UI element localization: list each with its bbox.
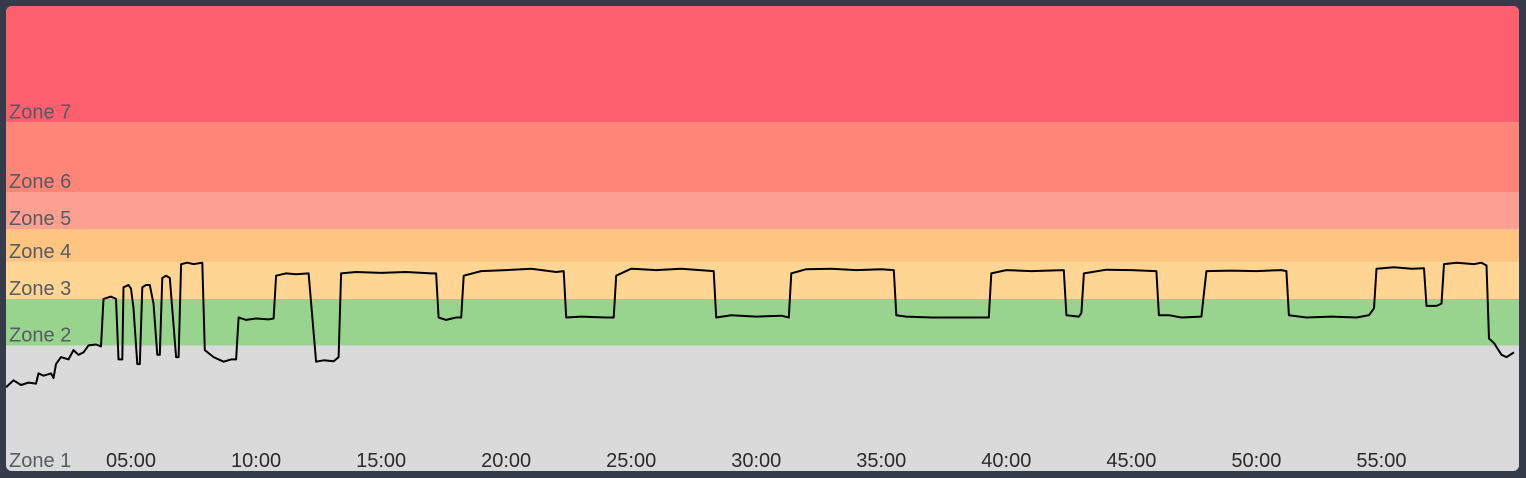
zone-label-2: Zone 2 bbox=[9, 324, 71, 346]
x-tick-label: 10:00 bbox=[231, 450, 281, 471]
x-tick-label: 25:00 bbox=[606, 450, 656, 471]
x-tick-label: 20:00 bbox=[481, 450, 531, 471]
x-tick-label: 55:00 bbox=[1356, 450, 1406, 471]
x-tick-label: 50:00 bbox=[1231, 450, 1281, 471]
zone-band-6 bbox=[6, 122, 1519, 192]
zone-label-1: Zone 1 bbox=[9, 450, 71, 471]
zone-band-4 bbox=[6, 229, 1519, 262]
x-axis: 05:00 10:00 15:00 20:00 25:00 30:00 35:00 40:00… bbox=[106, 450, 1406, 471]
zone-band-3 bbox=[6, 261, 1519, 299]
x-tick-label: 05:00 bbox=[106, 450, 156, 471]
x-tick-label: 30:00 bbox=[731, 450, 781, 471]
zone-label-6: Zone 6 bbox=[9, 171, 71, 193]
series-line-intensity bbox=[6, 261, 1515, 389]
zone-band-5 bbox=[6, 192, 1519, 230]
chart-container: Zone 1 Zone 2 Zone 3 Zone 4 Zone 5 Zone 6 Zone… bbox=[6, 6, 1519, 471]
zone-label-3: Zone 3 bbox=[9, 278, 71, 300]
zone-labels: Zone 1 Zone 2 Zone 3 Zone 4 Zone 5 Zone 6 Zone… bbox=[9, 101, 71, 471]
zone-bands bbox=[6, 6, 1519, 471]
x-tick-label: 45:00 bbox=[1106, 450, 1156, 471]
x-tick-label: 40:00 bbox=[981, 450, 1031, 471]
x-tick-label: 35:00 bbox=[856, 450, 906, 471]
zone-label-7: Zone 7 bbox=[9, 101, 71, 123]
zone-band-7 bbox=[6, 6, 1519, 123]
zone-band-1 bbox=[6, 345, 1519, 471]
zone-label-5: Zone 5 bbox=[9, 208, 71, 230]
zone-band-2 bbox=[6, 298, 1519, 346]
zone-label-4: Zone 4 bbox=[9, 241, 71, 263]
chart-svg: Zone 1 Zone 2 Zone 3 Zone 4 Zone 5 Zone 6 Zone… bbox=[6, 6, 1519, 471]
x-tick-label: 15:00 bbox=[356, 450, 406, 471]
